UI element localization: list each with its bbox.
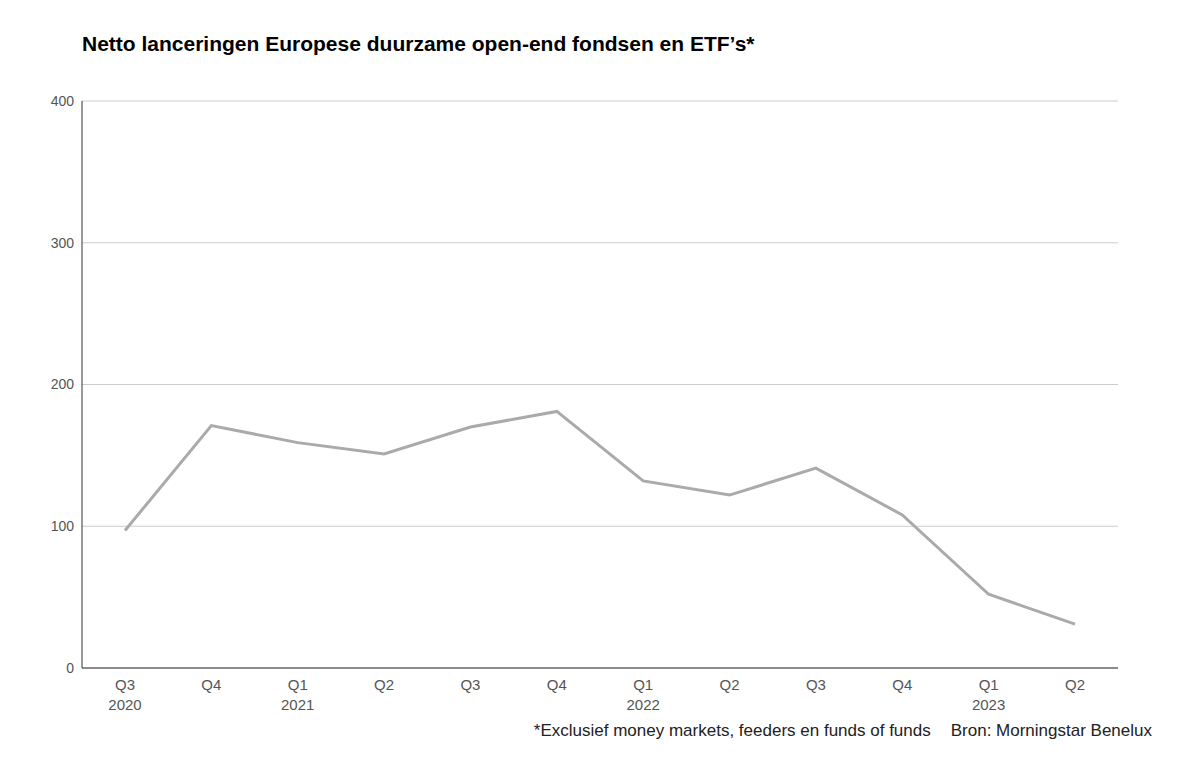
svg-text:300: 300 [51, 235, 75, 251]
svg-text:100: 100 [51, 518, 75, 534]
html-text:Bron: Morningstar Benelux: Bron: Morningstar Benelux [950, 721, 1152, 740]
svg-text:Q2: Q2 [720, 676, 740, 693]
svg-text:Q3: Q3 [460, 676, 480, 693]
svg-text:Q12023: Q12023 [972, 676, 1005, 713]
svg-text:Q4: Q4 [201, 676, 221, 693]
svg-text:200: 200 [51, 376, 75, 392]
svg-text:Q2: Q2 [1065, 676, 1085, 693]
svg-text:Q32020: Q32020 [108, 676, 141, 713]
svg-text:Q12022: Q12022 [626, 676, 659, 713]
svg-text:400: 400 [51, 93, 75, 109]
svg-text:Q3: Q3 [806, 676, 826, 693]
svg-text:0: 0 [66, 660, 74, 676]
svg-text:Q12021: Q12021 [281, 676, 314, 713]
html-text:*Exclusief money markets, feed: *Exclusief money markets, feeders en fun… [533, 721, 931, 740]
html-text:Netto lanceringen Europese duu: Netto lanceringen Europese duurzame open… [82, 32, 755, 55]
svg-text:Q4: Q4 [547, 676, 567, 693]
svg-text:Q2: Q2 [374, 676, 394, 693]
svg-text:Q4: Q4 [892, 676, 912, 693]
